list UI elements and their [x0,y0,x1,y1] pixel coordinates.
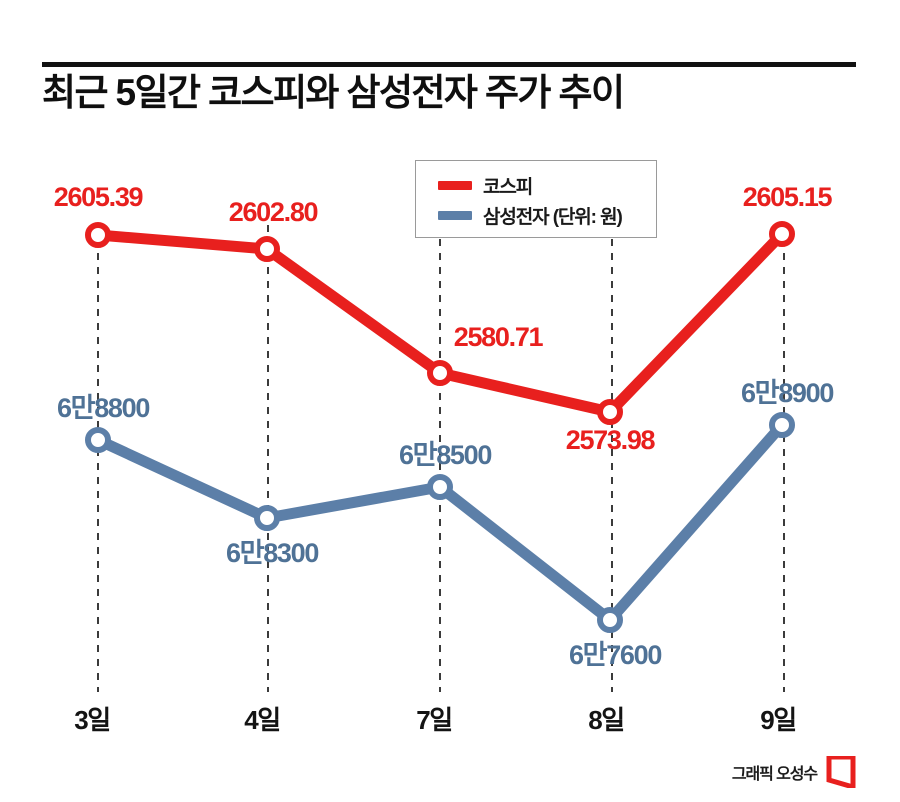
graphic-credit: 그래픽 오성수 [732,756,856,788]
legend-line-swatch-kospi [438,180,472,190]
data-label: 6만8300 [225,538,319,568]
data-point-marker[interactable] [427,360,453,386]
page-title: 최근 5일간 코스피와 삼성전자 주가 추이 [42,72,625,113]
publisher-logo-icon [826,756,856,788]
data-point-marker[interactable] [254,236,280,262]
data-label: 2602.80 [228,197,319,227]
data-point-marker[interactable] [769,412,795,438]
series-marker-group [85,221,795,633]
data-label: 2573.98 [565,425,656,455]
x-axis-tick-label: 7일 [416,705,453,735]
data-label: 6만8900 [740,378,834,408]
data-point-marker[interactable] [769,221,795,247]
data-point-marker[interactable] [254,505,280,531]
x-axis-tick-label: 4일 [244,705,281,735]
data-point-marker[interactable] [85,427,111,453]
data-point-marker[interactable] [597,607,623,633]
data-label: 6만8500 [398,440,492,470]
data-point-marker[interactable] [597,399,623,425]
data-label: 6만8800 [56,393,150,423]
legend-item-kospi: 코스피 [416,170,656,200]
x-axis-tick-label: 8일 [588,705,625,735]
legend-line-swatch-samsung [438,210,472,220]
legend-label-samsung: 삼성전자 (단위: 원) [483,206,623,228]
data-label: 2580.71 [453,322,544,352]
credit-text: 그래픽 오성수 [731,766,818,783]
data-label: 6만7600 [568,640,662,670]
title-divider-rule [42,62,856,67]
data-point-marker[interactable] [85,222,111,248]
data-point-marker[interactable] [427,474,453,500]
x-axis-tick-label: 3일 [74,705,111,735]
chart-legend: 코스피 삼성전자 (단위: 원) [415,160,657,238]
legend-item-samsung: 삼성전자 (단위: 원) [416,200,656,230]
x-axis-tick-label: 9일 [760,705,797,735]
legend-label-kospi: 코스피 [483,176,533,198]
data-label: 2605.15 [742,182,833,212]
data-label: 2605.39 [53,182,144,212]
